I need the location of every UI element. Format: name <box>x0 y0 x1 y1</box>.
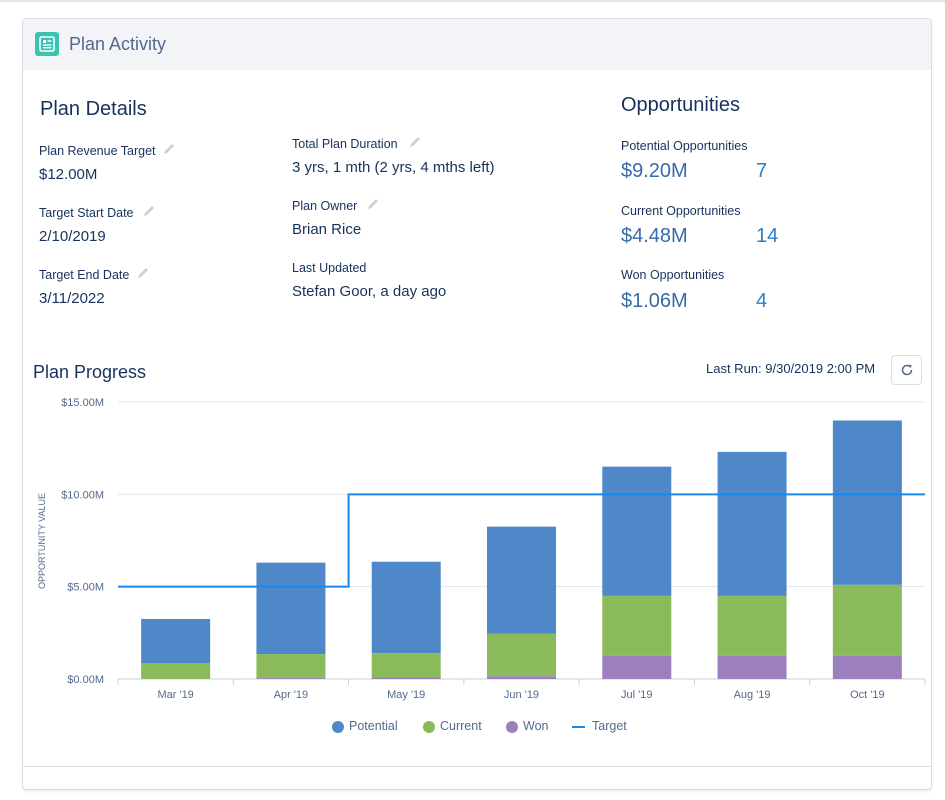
legend-swatch-current <box>423 721 435 733</box>
x-tick-label: Jul '19 <box>621 689 652 701</box>
bar-current <box>371 653 441 678</box>
plan-progress-chart: $0.00M $5.00M $10.00M $15.00M OPPORTUNITY VA… <box>37 397 926 701</box>
plan-details-title: Plan Details <box>40 98 147 120</box>
x-tick-label: Oct '19 <box>850 689 885 701</box>
card-footer-divider <box>23 766 931 767</box>
won-opps-label: Won Opportunities <box>621 268 725 282</box>
bar-potential <box>371 561 441 654</box>
legend-swatch-won <box>506 721 518 733</box>
top-divider <box>0 0 945 2</box>
revenue-target-value: $12.00M <box>39 166 98 183</box>
start-date-label: Target Start Date <box>39 206 134 220</box>
bar-potential <box>487 526 556 634</box>
y-axis-label: OPPORTUNITY VALUE <box>37 493 47 589</box>
bar-potential <box>256 562 326 655</box>
end-date-label: Target End Date <box>39 268 130 282</box>
current-opps-count[interactable]: 14 <box>756 225 779 247</box>
y-tick-label: $0.00M <box>67 674 104 686</box>
edit-pencil-icon[interactable] <box>136 266 150 280</box>
won-opps-count[interactable]: 4 <box>756 290 768 312</box>
x-tick-label: Jun '19 <box>504 689 539 701</box>
revenue-target-label: Plan Revenue Target <box>39 144 156 158</box>
bar-won <box>371 677 441 679</box>
y-tick-label: $15.00M <box>61 397 104 409</box>
bar-won <box>717 655 787 679</box>
report-icon <box>35 32 59 56</box>
bar-current <box>141 663 211 679</box>
owner-label: Plan Owner <box>292 199 358 213</box>
edit-pencil-icon[interactable] <box>366 197 380 211</box>
current-opps-amount: $4.48M <box>621 225 688 247</box>
bar-won <box>602 655 672 679</box>
plan-progress-title: Plan Progress <box>33 362 147 382</box>
y-tick-label: $5.00M <box>67 582 104 594</box>
x-tick-label: May '19 <box>387 689 425 701</box>
card-title: Plan Activity <box>69 34 167 54</box>
edit-pencil-icon[interactable] <box>408 135 422 149</box>
y-tick-label: $10.00M <box>61 489 104 501</box>
potential-opps-label: Potential Opportunities <box>621 139 748 153</box>
card-header: Plan Activity <box>23 19 931 70</box>
legend-label-won: Won <box>523 719 549 733</box>
refresh-icon <box>901 364 913 376</box>
potential-opps-count[interactable]: 7 <box>756 160 768 182</box>
bar-won <box>832 655 902 679</box>
legend-label-target: Target <box>592 719 627 733</box>
legend-swatch-target <box>572 726 585 728</box>
bar-potential <box>717 451 787 596</box>
refresh-button[interactable] <box>891 355 922 385</box>
legend-swatch-potential <box>332 721 344 733</box>
edit-pencil-icon[interactable] <box>142 204 156 218</box>
bar-potential <box>141 618 211 664</box>
bar-won <box>487 676 556 679</box>
last-updated-label: Last Updated <box>292 261 367 275</box>
bar-current <box>717 595 787 656</box>
x-tick-label: Mar '19 <box>157 689 193 701</box>
edit-pencil-icon[interactable] <box>162 142 176 156</box>
target-line <box>118 493 925 588</box>
legend-label-potential: Potential <box>349 719 398 733</box>
current-opps-label: Current Opportunities <box>621 204 741 218</box>
x-tick-label: Apr '19 <box>274 689 309 701</box>
owner-value[interactable]: Brian Rice <box>292 221 362 238</box>
bar-current <box>602 595 672 656</box>
duration-label: Total Plan Duration <box>292 137 398 151</box>
won-opps-amount: $1.06M <box>621 290 688 312</box>
bar-current <box>487 633 556 677</box>
bar-potential <box>602 466 672 596</box>
bar-potential <box>832 420 902 585</box>
plan-activity-card: Plan Activity Plan Details Plan Revenue … <box>22 18 932 790</box>
start-date-value: 2/10/2019 <box>39 228 106 245</box>
legend-label-current: Current <box>440 719 482 733</box>
opportunities-title: Opportunities <box>621 94 740 116</box>
end-date-value: 3/11/2022 <box>39 290 105 307</box>
bar-won <box>256 678 326 679</box>
bar-current <box>256 654 326 679</box>
duration-value: 3 yrs, 1 mth (2 yrs, 4 mths left) <box>292 159 495 176</box>
last-updated-value: Stefan Goor, a day ago <box>292 283 447 300</box>
potential-opps-amount: $9.20M <box>621 160 688 182</box>
last-run-text: Last Run: 9/30/2019 2:00 PM <box>706 361 876 376</box>
bar-current <box>832 584 902 656</box>
x-tick-label: Aug '19 <box>734 689 771 701</box>
